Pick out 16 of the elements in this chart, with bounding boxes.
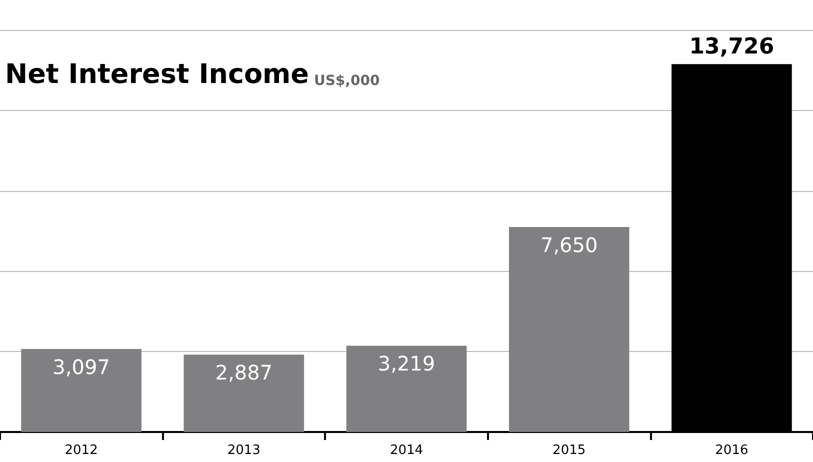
x-tick-label: 2013	[227, 443, 260, 458]
bar	[346, 346, 467, 432]
data-label: 3,097	[52, 355, 110, 379]
x-tick-label: 2012	[64, 443, 98, 458]
data-label: 2,887	[215, 360, 273, 385]
data-label: 7,650	[540, 232, 598, 257]
data-label: 3,219	[378, 352, 436, 376]
text: US$,000	[314, 73, 380, 89]
bar	[508, 226, 630, 432]
data-label: 13,726	[689, 34, 774, 60]
bar	[184, 354, 304, 432]
chart-title: Net Interest Income	[5, 59, 309, 90]
x-tick-label: 2015	[552, 443, 586, 458]
x-tick-label: 2014	[390, 443, 424, 458]
x-tick-label: 2016	[715, 443, 748, 458]
bar	[21, 349, 142, 432]
